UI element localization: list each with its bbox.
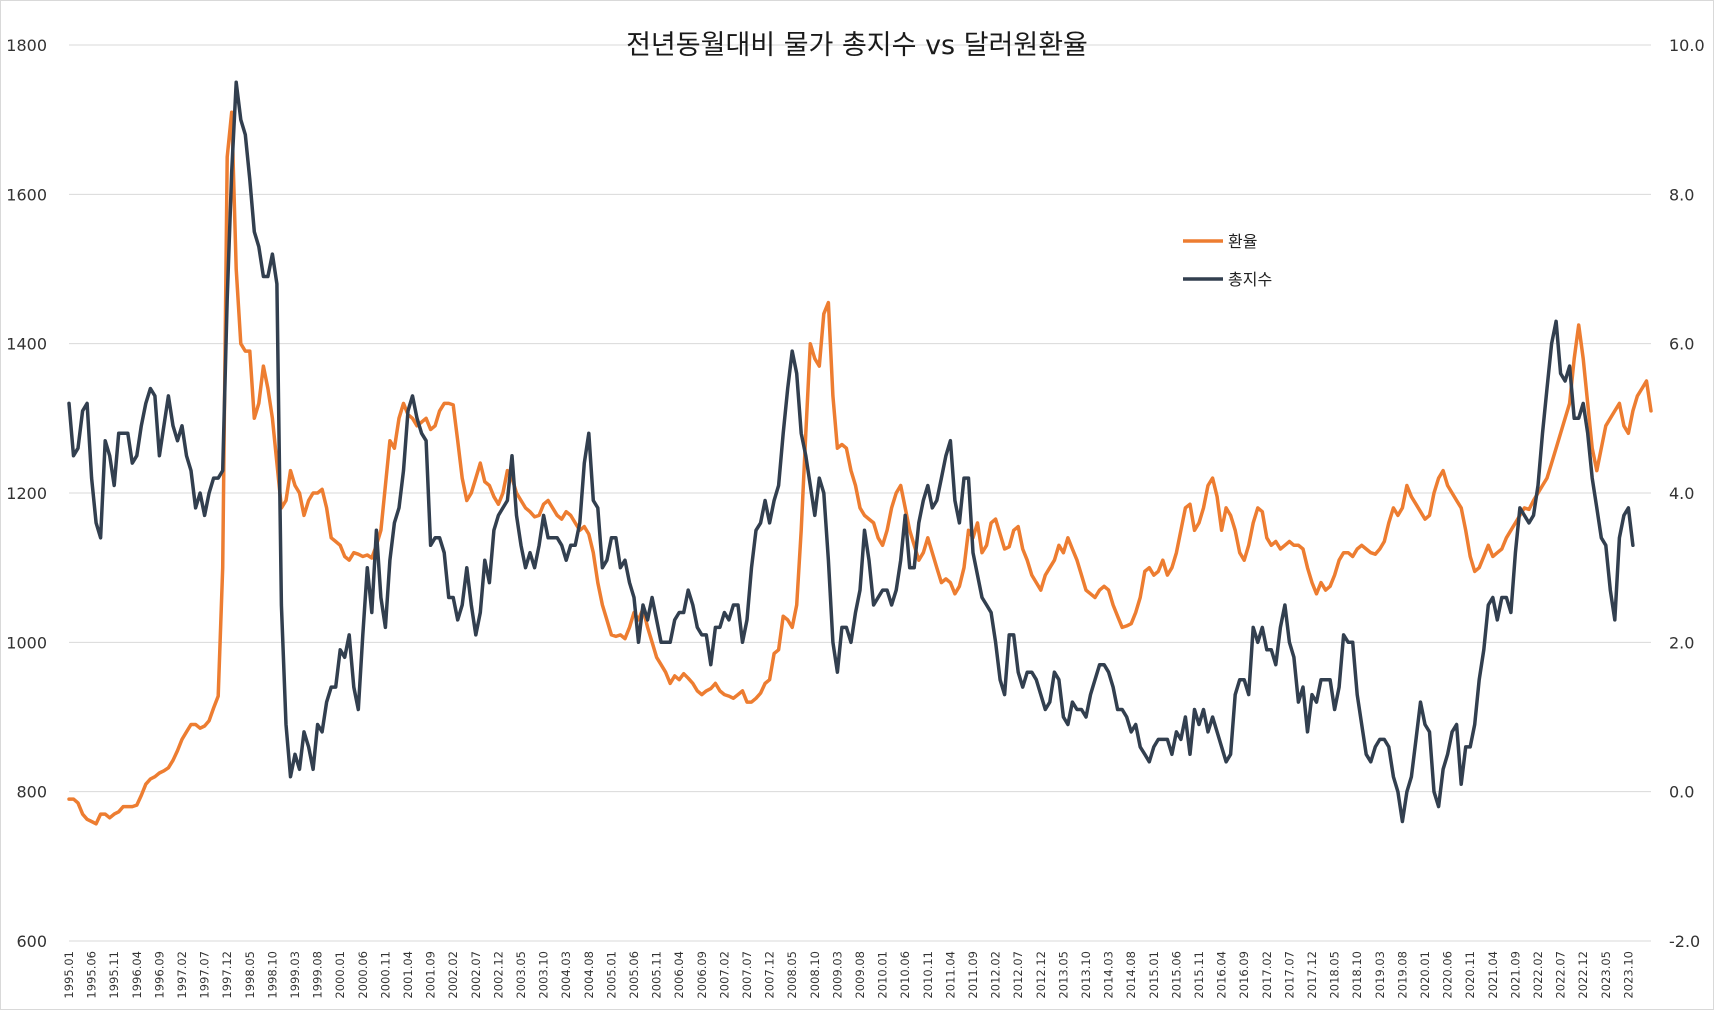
x-tick-label: 2023.10 (1621, 951, 1635, 999)
x-tick-label: 2007.02 (717, 951, 731, 999)
right-tick-label: 6.0 (1669, 335, 1694, 354)
left-tick-label: 1000 (6, 633, 47, 652)
x-tick-label: 1995.06 (85, 951, 99, 999)
x-tick-label: 2001.04 (401, 951, 415, 999)
x-tick-label: 2010.11 (921, 951, 935, 999)
left-tick-label: 1800 (6, 36, 47, 55)
x-tick-label: 2009.08 (853, 951, 867, 999)
x-tick-label: 2016.09 (1237, 951, 1251, 999)
x-tick-label: 2018.05 (1328, 951, 1342, 999)
left-tick-label: 1600 (6, 185, 47, 204)
x-tick-label: 1998.05 (243, 951, 257, 999)
x-tick-label: 2003.05 (514, 951, 528, 999)
x-tick-label: 1998.10 (265, 951, 279, 999)
x-tick-label: 2008.10 (808, 951, 822, 999)
right-tick-label: 4.0 (1669, 484, 1694, 503)
x-tick-label: 2006.04 (672, 951, 686, 999)
x-tick-label: 2005.01 (604, 951, 618, 999)
series-line-exchange-rate (67, 110, 1653, 826)
x-tick-label: 2004.03 (559, 951, 573, 999)
right-tick-label: 8.0 (1669, 185, 1694, 204)
x-tick-label: 1997.02 (175, 951, 189, 999)
x-tick-label: 2000.06 (356, 951, 370, 999)
x-tick-label: 2007.12 (763, 951, 777, 999)
x-tick-label: 1997.07 (198, 951, 212, 999)
series-lines (67, 80, 1653, 826)
x-tick-label: 1999.08 (311, 951, 325, 999)
legend-label: 총지수 (1228, 270, 1272, 289)
right-y-axis: -2.0 0.0 2.0 4.0 6.0 8.0 10.0 (1669, 36, 1705, 951)
x-tick-label: 2010.06 (898, 951, 912, 999)
x-tick-label: 2017.07 (1282, 951, 1296, 999)
left-tick-label: 1200 (6, 484, 47, 503)
x-tick-label: 2006.09 (695, 951, 709, 999)
x-tick-label: 2000.01 (333, 951, 347, 999)
x-tick-label: 1995.11 (107, 951, 121, 999)
left-tick-label: 800 (16, 783, 47, 802)
x-tick-label: 2020.11 (1463, 951, 1477, 999)
x-tick-label: 2013.10 (1079, 951, 1093, 999)
x-tick-label: 1999.03 (288, 951, 302, 999)
x-tick-label: 2015.11 (1192, 951, 1206, 999)
x-tick-label: 2019.03 (1373, 951, 1387, 999)
x-tick-label: 2012.07 (1011, 951, 1025, 999)
x-tick-label: 2020.06 (1441, 951, 1455, 999)
legend-label: 환율 (1228, 232, 1257, 251)
x-tick-label: 2004.08 (582, 951, 596, 999)
x-tick-label: 2009.03 (830, 951, 844, 999)
x-tick-label: 2015.06 (1169, 951, 1183, 999)
right-tick-label: -2.0 (1669, 932, 1700, 951)
gridlines (69, 44, 1651, 942)
x-tick-label: 2023.05 (1599, 951, 1613, 999)
x-tick-label: 2010.01 (876, 951, 890, 999)
x-tick-label: 2021.09 (1508, 951, 1522, 999)
x-tick-label: 2002.07 (469, 951, 483, 999)
x-tick-label: 2013.05 (1056, 951, 1070, 999)
x-tick-label: 2008.05 (785, 951, 799, 999)
x-tick-label: 2000.11 (378, 951, 392, 999)
x-tick-label: 2016.04 (1215, 951, 1229, 999)
right-tick-label: 10.0 (1669, 36, 1705, 55)
x-tick-label: 1996.09 (152, 951, 166, 999)
x-tick-label: 2017.02 (1260, 951, 1274, 999)
series-line-cpi (67, 80, 1635, 824)
left-tick-label: 1400 (6, 335, 47, 354)
x-tick-label: 2001.09 (424, 951, 438, 999)
x-axis: 1995.01 1995.06 1995.11 1996.04 1996.09 1997.… (62, 940, 1651, 999)
x-tick-label: 2011.09 (966, 951, 980, 999)
x-tick-label: 2022.02 (1531, 951, 1545, 999)
x-tick-label: 2021.04 (1486, 951, 1500, 999)
right-tick-label: 2.0 (1669, 633, 1694, 652)
x-tick-label: 2005.11 (650, 951, 664, 999)
left-y-axis: 600 800 1000 1200 1400 1600 1800 (6, 36, 47, 951)
x-tick-label: 2007.07 (740, 951, 754, 999)
left-tick-label: 600 (16, 932, 47, 951)
x-tick-label: 1995.01 (62, 951, 76, 999)
x-tick-label: 2005.06 (627, 951, 641, 999)
x-tick-label: 2002.12 (491, 951, 505, 999)
x-tick-label: 2019.08 (1395, 951, 1409, 999)
x-tick-label: 1997.12 (220, 951, 234, 999)
x-tick-label: 2003.10 (537, 951, 551, 999)
x-tick-label: 1996.04 (130, 951, 144, 999)
x-tick-label: 2017.12 (1305, 951, 1319, 999)
x-tick-label: 2018.10 (1350, 951, 1364, 999)
x-tick-label: 2012.12 (1034, 951, 1048, 999)
x-tick-label: 2022.07 (1554, 951, 1568, 999)
x-tick-label: 2022.12 (1576, 951, 1590, 999)
x-tick-label: 2014.03 (1102, 951, 1116, 999)
x-tick-label: 2002.02 (446, 951, 460, 999)
x-tick-label: 2015.01 (1147, 951, 1161, 999)
chart-title: 전년동월대비 물가 총지수 vs 달러원환율 (626, 30, 1088, 61)
x-tick-label: 2020.01 (1418, 951, 1432, 999)
right-tick-label: 0.0 (1669, 783, 1694, 802)
x-tick-label: 2011.04 (943, 951, 957, 999)
x-tick-label: 2014.08 (1124, 951, 1138, 999)
x-tick-label: 2012.02 (989, 951, 1003, 999)
